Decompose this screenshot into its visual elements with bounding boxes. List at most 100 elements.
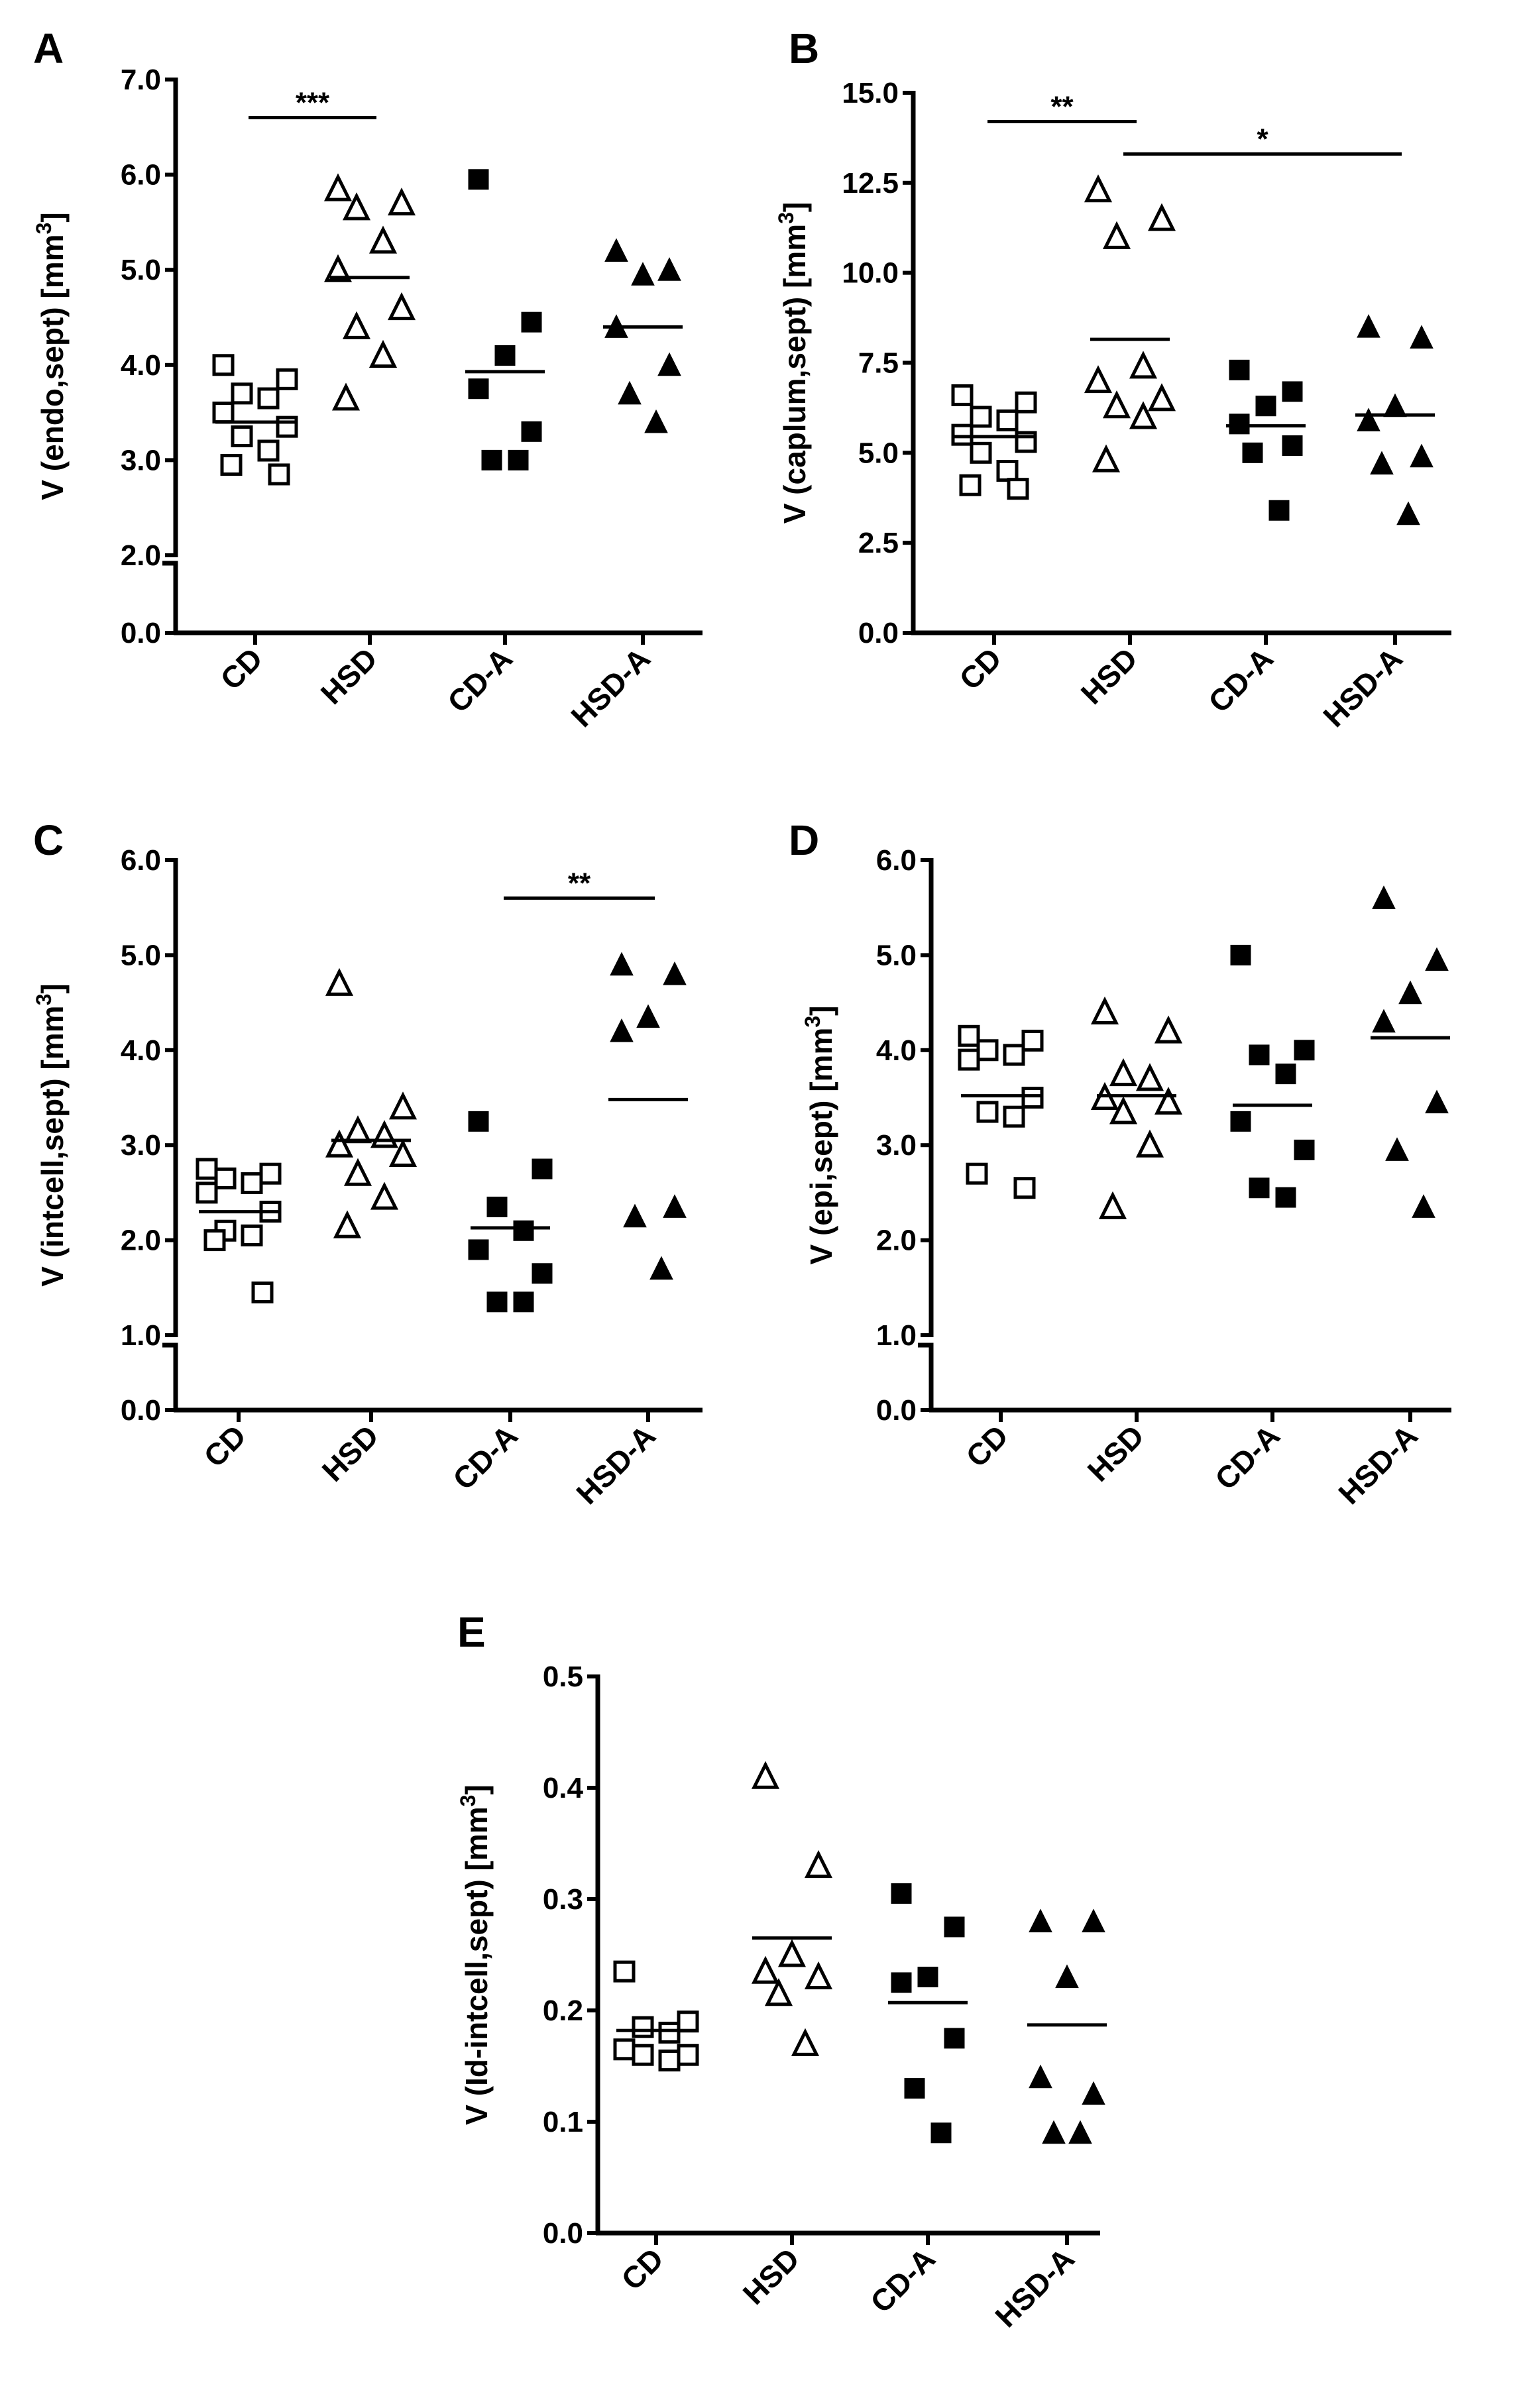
y-tick-label: 4.0 [121,1034,161,1067]
x-category-label: HSD [1081,1418,1151,1488]
data-point-hsd [1109,1096,1138,1124]
data-point-cd [970,441,992,464]
y-tick-label: 2.5 [858,527,899,559]
x-category-label: CD-A [1208,1418,1286,1496]
data-point-hsd [387,188,416,216]
data-point-hsd [1102,390,1131,419]
x-category-label: CD-A [441,641,519,719]
y-axis-label-text: V (endo,sept) [mm [35,234,70,500]
data-point-hsd [777,1939,807,1967]
data-point-cd-a [904,2078,925,2099]
data-point-hsd [325,967,354,996]
data-point-hsd [323,254,353,282]
y-tick-label: 4.0 [876,1034,917,1067]
data-point-cd-a [944,2028,965,2049]
y-tick-label: 0.0 [121,617,161,649]
data-point-cd-a [1229,359,1250,380]
data-point-hsd-a [649,1256,673,1280]
y-tick-label: 0.0 [121,1394,161,1427]
panel-letter: D [789,816,819,864]
panel-e: E 0.0 0.1 0.2 0.3 0.4 0.5 CD HSD CD-A HSD-A V (Id-i… [456,1608,1107,2334]
data-point-hsd-a [636,1004,660,1028]
y-axis-label: V (epi,sept) [mm3] [801,1006,838,1265]
data-point-cd [958,1048,980,1071]
data-point-cd-a [513,1291,534,1313]
data-point-cd [268,463,290,486]
data-point-hsd-a [1042,2120,1066,2144]
data-point-cd-a [1294,1040,1315,1061]
y-tick-label: 0.0 [858,617,899,649]
data-point-cd [196,1158,218,1180]
y-tick-label: 3.0 [121,1129,161,1162]
x-category-label: HSD-A [1331,1418,1424,1511]
data-point-hsd [751,1761,780,1789]
y-axis-break [162,561,178,635]
data-point-hsd-a [663,1194,687,1218]
data-point-hsd-a [1425,947,1449,971]
data-point-cd [231,382,253,405]
data-point-cd [212,354,235,376]
data-point-cd-a [468,169,489,190]
y-tick-label: 5.0 [121,254,161,286]
data-point-hsd-a [604,238,628,262]
data-point-hsd [1129,401,1158,429]
data-point-cd-a [1230,1111,1251,1132]
panel-letter: E [457,1608,486,1656]
data-point-hsd [1147,203,1176,231]
x-category-label: CD [197,1418,253,1474]
data-point-hsd-a [663,961,687,985]
data-point-cd-a [494,345,516,366]
data-point-hsd-a [1398,980,1422,1005]
y-axis-label-end: ] [459,1784,494,1794]
x-category-label: HSD-A [564,641,657,734]
y-tick-label: 0.0 [543,2217,583,2250]
data-point-cd [214,1167,237,1189]
data-point-cd-a [1282,381,1303,402]
data-point-hsd [1102,221,1131,249]
y-tick-label: 0.0 [876,1394,917,1427]
data-point-hsd-a [657,352,681,376]
data-point-cd [677,2010,699,2033]
data-point-cd [951,384,974,406]
panel-d: D 0.0 1.0 2.0 3.0 4.0 5.0 6.0 CD HSD CD-A HSD-A V (e… [789,816,1451,1511]
data-point-hsd [764,1978,793,2006]
y-tick-label: 2.0 [121,539,161,572]
data-point-hsd [804,1850,833,1879]
data-point-cd-a [917,1967,938,1988]
data-point-hsd-a [657,257,681,281]
data-point-cd [241,1172,263,1195]
data-point-cd-a [1282,435,1303,456]
data-point-cd-a [468,1239,489,1260]
data-point-cd-a [1275,1187,1296,1208]
data-point-cd-a [513,1220,534,1241]
y-tick-label: 2.0 [121,1225,161,1257]
data-point-cd [1015,391,1037,413]
data-point-cd [1013,1177,1036,1199]
x-category-label: CD-A [446,1418,524,1496]
y-tick-label: 0.2 [543,1995,583,2027]
data-point-cd-a [532,1263,553,1284]
data-point-cd [966,1162,988,1185]
y-tick-label: 1.0 [121,1319,161,1352]
x-category-label: HSD-A [988,2241,1081,2334]
y-axis-label-end: ] [35,983,70,993]
data-point-hsd-a [1370,451,1394,475]
data-point-cd-a [1230,944,1251,965]
data-point-hsd-a [1068,2120,1092,2144]
data-point-cd-a [1229,413,1250,435]
x-category-label: CD [959,1418,1015,1474]
y-tick-label: 15.0 [842,77,899,109]
x-category-label: CD [213,641,269,696]
data-point-cd [257,439,280,462]
data-point-cd-a [944,1916,965,1938]
data-point-cd-a [1275,1064,1296,1085]
y-tick-label: 10.0 [842,257,899,290]
y-tick-label: 4.0 [121,349,161,382]
data-point-cd [677,2044,699,2066]
data-point-cd-a [486,1196,508,1217]
data-point-hsd-a [1383,393,1407,417]
data-point-cd [1003,1105,1025,1128]
data-point-hsd-a [644,409,668,433]
y-axis-label: V (endo,sept) [mm3] [32,212,70,500]
